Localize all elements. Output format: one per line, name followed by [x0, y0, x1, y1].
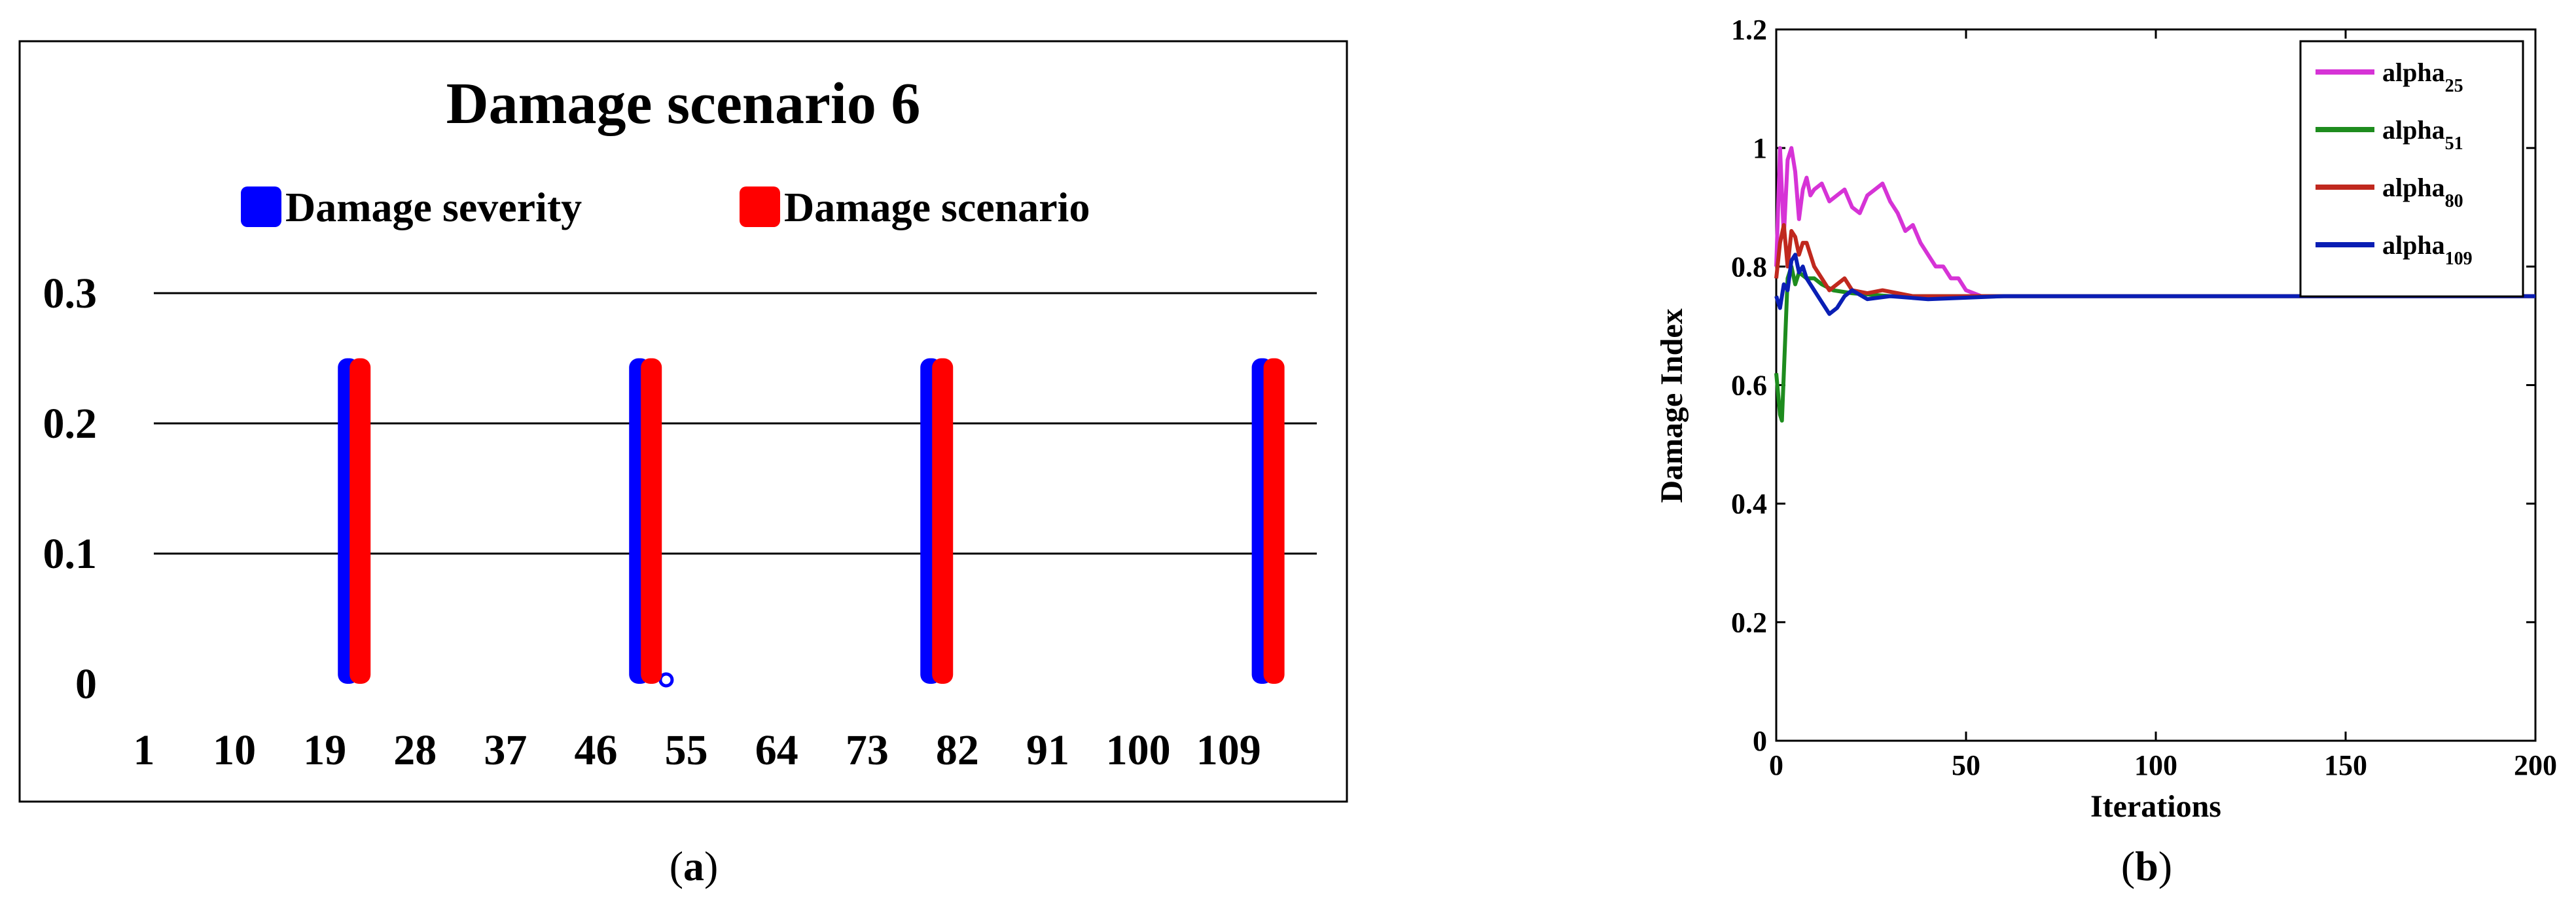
line-chart-legend-box [2299, 40, 2524, 298]
series-line-alpha-109 [1774, 253, 2535, 316]
legend-label-alpha-109: alpha109 [2382, 230, 2473, 269]
legend-swatch-damage-scenario [740, 186, 780, 227]
x-tick-label: 82 [936, 726, 979, 774]
y-tick-label: 0.4 [1731, 488, 1767, 520]
x-tick-label: 55 [665, 726, 708, 774]
x-tick-label: 100 [2134, 749, 2177, 781]
x-tick-label: 0 [1769, 749, 1783, 781]
line-chart-ticks: 0 50 100 150 200 0 0.2 0.4 0.6 0.8 1 1.2 [1731, 14, 2557, 781]
x-tick-label: 37 [484, 726, 527, 774]
line-chart-y-axis-label: Damage Index [1655, 308, 1689, 503]
y-tick-label: 0 [75, 660, 97, 708]
caption-b: (b) [2121, 843, 2172, 889]
legend-label-alpha-25: alpha25 [2382, 58, 2463, 96]
line-chart-series [1774, 146, 2535, 423]
x-tick-label: 200 [2514, 749, 2557, 781]
legend-label-damage-severity: Damage severity [285, 184, 582, 230]
bar-chart-panel: Damage scenario 6 Damage severity Damage… [18, 40, 1348, 803]
y-tick-label: 0.8 [1731, 251, 1767, 283]
line-chart-legend-entries: alpha25 alpha51 alpha80 alpha109 [2316, 58, 2473, 269]
bar-chart-y-ticks: 0 0.1 0.2 0.3 [43, 270, 98, 708]
x-tick-label: 19 [303, 726, 346, 774]
y-tick-label: 0.6 [1731, 370, 1767, 402]
x-tick-label: 150 [2324, 749, 2367, 781]
y-tick-label: 1 [1753, 132, 1767, 164]
bar-damage-severity [658, 672, 674, 688]
x-tick-label: 100 [1106, 726, 1171, 774]
legend-label-alpha-80: alpha80 [2382, 173, 2463, 211]
caption-b-letter: b [2135, 843, 2158, 889]
bar-damage-scenario [932, 358, 954, 684]
line-chart-x-axis-label: Iterations [2090, 789, 2221, 824]
x-tick-label: 109 [1196, 726, 1261, 774]
legend-label-damage-scenario: Damage scenario [784, 184, 1090, 230]
legend-swatch-damage-severity [241, 186, 281, 227]
x-tick-label: 73 [846, 726, 889, 774]
y-tick-label: 0 [1753, 725, 1767, 757]
line-chart-legend: alpha25 alpha51 alpha80 alpha109 [2299, 40, 2524, 298]
x-tick-label: 64 [755, 726, 798, 774]
caption-a: (a) [670, 843, 719, 889]
bar-chart-bars [338, 358, 1285, 688]
x-tick-label: 1 [134, 726, 155, 774]
x-tick-label: 91 [1026, 726, 1069, 774]
bar-damage-scenario [349, 358, 371, 684]
bar-chart-legend: Damage severity Damage scenario [241, 184, 1090, 230]
x-tick-label: 28 [393, 726, 437, 774]
series-line-alpha-80 [1774, 222, 2535, 298]
bar-damage-scenario [641, 358, 662, 684]
legend-label-alpha-51: alpha51 [2382, 115, 2463, 154]
bar-damage-scenario [1263, 358, 1285, 684]
y-tick-label: 0.1 [43, 530, 98, 578]
x-tick-label: 10 [213, 726, 256, 774]
y-tick-label: 1.2 [1731, 14, 1767, 46]
bar-chart-x-ticks: 1 10 19 28 37 46 55 64 73 82 91 100 109 [134, 726, 1261, 774]
y-tick-label: 0.2 [43, 400, 98, 448]
bar-chart-frame [18, 40, 1348, 803]
y-tick-label: 0.3 [43, 270, 98, 317]
line-chart-panel: 0 50 100 150 200 0 0.2 0.4 0.6 0.8 1 1.2 Damage Ind… [1655, 14, 2557, 824]
x-tick-label: 46 [575, 726, 618, 774]
bar-chart-title: Damage scenario 6 [446, 71, 921, 136]
y-tick-label: 0.2 [1731, 607, 1767, 639]
x-tick-label: 50 [1952, 749, 1980, 781]
caption-a-letter: a [683, 843, 704, 889]
series-line-alpha-25 [1774, 146, 2535, 298]
